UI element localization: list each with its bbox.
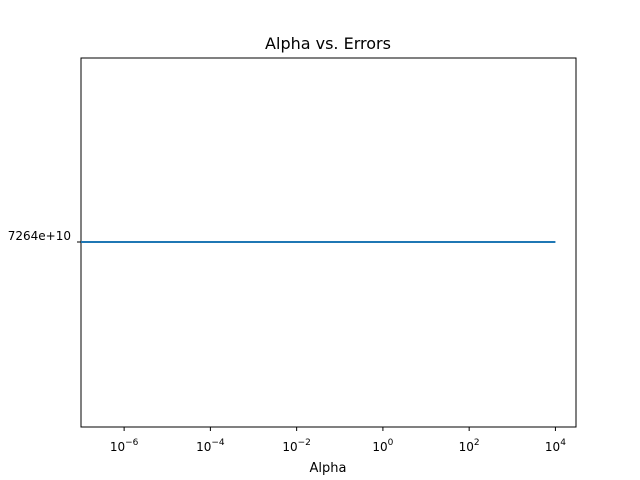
- y-axis-ticks: 7264e+10: [8, 229, 81, 243]
- x-tick-label-4: 102: [459, 438, 480, 454]
- x-axis-label: Alpha: [310, 461, 347, 476]
- chart-title: Alpha vs. Errors: [265, 34, 391, 53]
- x-tick-label-1: 10−4: [196, 438, 225, 454]
- x-tick-label-0: 10−6: [110, 438, 139, 454]
- x-tick-label-2: 10−2: [282, 438, 311, 454]
- x-axis-ticks: 10−6 10−4 10−2 100 102 104: [110, 427, 566, 454]
- x-tick-label-3: 100: [372, 438, 393, 454]
- y-tick-label-0: 7264e+10: [8, 229, 71, 243]
- x-tick-label-5: 104: [545, 438, 566, 454]
